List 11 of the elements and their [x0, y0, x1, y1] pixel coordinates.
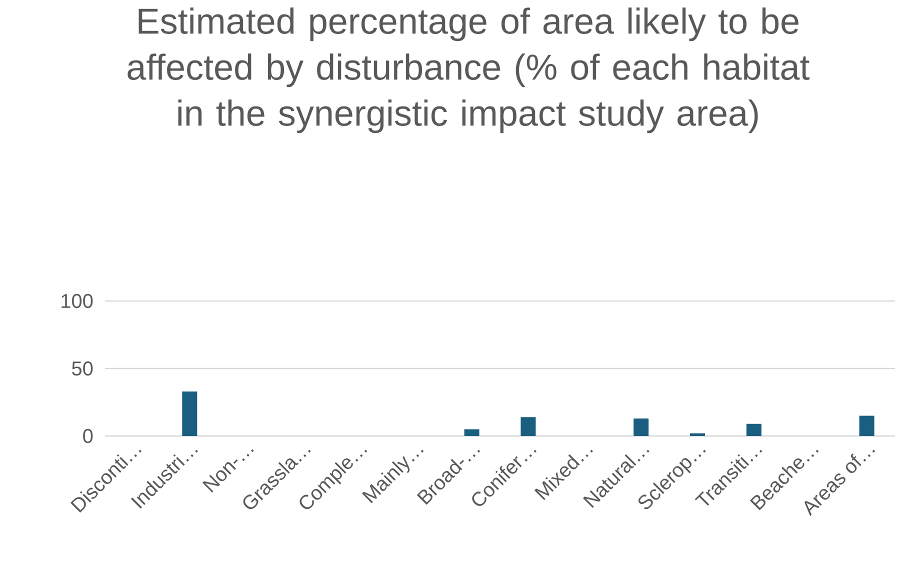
- bar: [859, 416, 874, 436]
- bar: [634, 418, 649, 436]
- chart-title: Estimated percentage of area likely to be affected by disturbance (% of each habitat in the synergistic impact study area): [128, 8, 810, 134]
- bar: [464, 429, 480, 436]
- y-tick-label: 0: [83, 428, 93, 444]
- bar: [520, 417, 536, 436]
- y-tick-label: 100: [62, 294, 93, 308]
- y-tick-label: 50: [72, 361, 93, 376]
- bar: [690, 433, 706, 436]
- bar: [182, 391, 198, 436]
- bar: [746, 424, 762, 436]
